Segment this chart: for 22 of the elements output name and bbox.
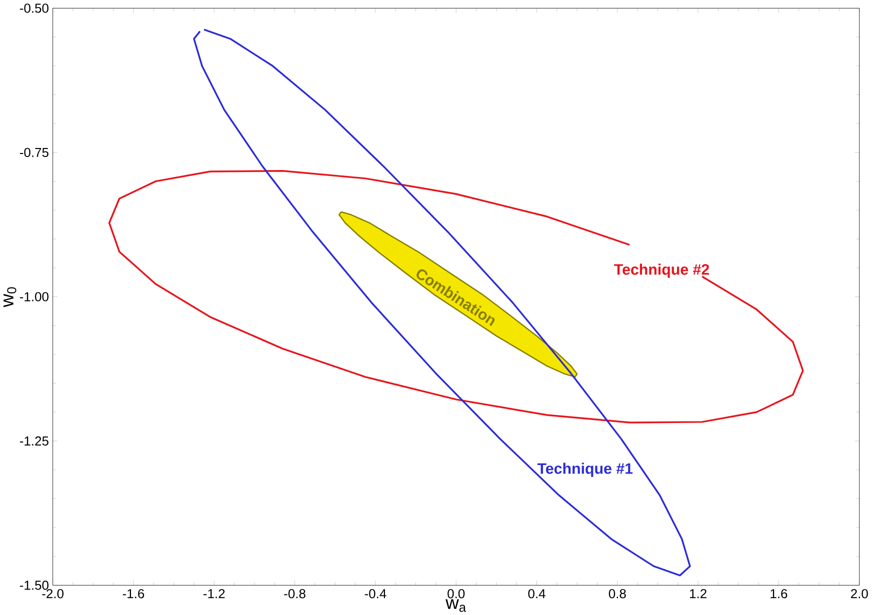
line-series [108, 170, 804, 424]
x-tick-label: -1.6 [122, 588, 144, 598]
y-axis-title: w$_{0}$ [4, 287, 16, 308]
x-tick-label: -1.2 [204, 588, 225, 598]
series-label: Technique #2 [614, 263, 710, 278]
x-axis-title: w$_{a}$ [446, 598, 466, 612]
y-tick-label: -0.75 [20, 148, 48, 157]
line-series [193, 28, 691, 576]
x-tick-label: 0.8 [608, 588, 626, 598]
series-label: Technique #1 [537, 462, 633, 477]
y-tick-label: -1.50 [20, 580, 48, 590]
y-tick-label: -0.50 [20, 3, 48, 13]
y-tick-label: -1.00 [20, 292, 48, 302]
x-tick-label: 0.0 [448, 588, 465, 598]
y-tick-label: -1.25 [20, 436, 48, 446]
x-tick-label: 1.6 [770, 588, 788, 598]
x-tick-label: 1.2 [690, 588, 706, 598]
x-tick-label: 2.0 [850, 588, 868, 598]
x-tick-label: -0.8 [284, 588, 306, 598]
x-tick-label: 0.4 [528, 588, 546, 598]
x-tick-label: -2.0 [42, 588, 64, 598]
x-tick-label: -0.4 [364, 588, 386, 598]
